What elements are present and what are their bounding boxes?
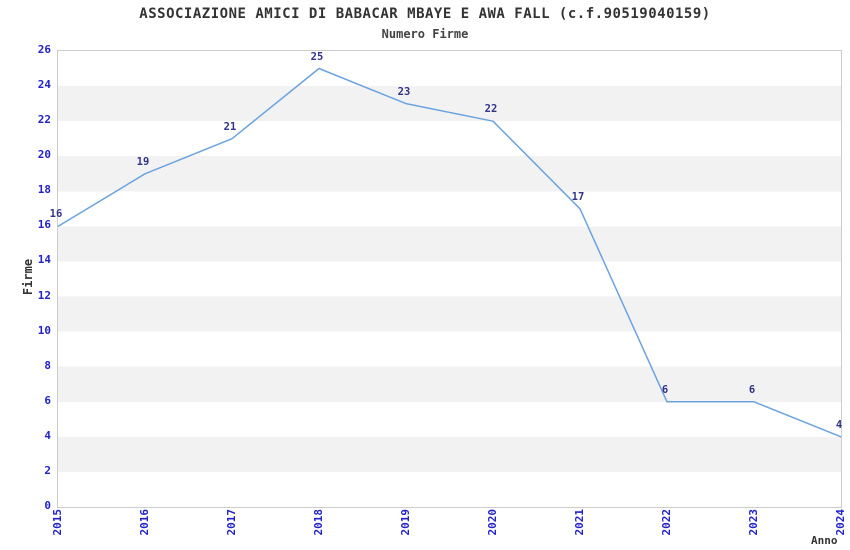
data-point-label: 16 xyxy=(49,208,63,221)
chart-subtitle: Numero Firme xyxy=(381,27,469,41)
y-tick-label: 12 xyxy=(37,288,51,302)
line-plot-svg xyxy=(58,67,841,438)
data-point-label: 25 xyxy=(310,50,324,63)
y-tick-label: 14 xyxy=(37,253,51,267)
data-point-label: 17 xyxy=(571,190,585,203)
plot-area xyxy=(57,50,842,508)
y-axis-title: Firme xyxy=(21,258,35,296)
data-point-label: 21 xyxy=(223,120,237,133)
data-point-label: 4 xyxy=(835,418,843,431)
y-tick-label: 16 xyxy=(37,218,51,232)
x-tick-label: 2020 xyxy=(485,509,499,536)
x-tick-label: 2023 xyxy=(746,509,760,536)
y-tick-label: 22 xyxy=(37,113,51,127)
x-tick-label: 2018 xyxy=(311,509,325,536)
y-tick-label: 0 xyxy=(44,499,51,512)
y-tick-label: 18 xyxy=(37,183,51,197)
chart-title: ASSOCIAZIONE AMICI DI BABACAR MBAYE E AW… xyxy=(139,6,711,22)
x-tick-label: 2021 xyxy=(572,509,586,536)
data-point-label: 6 xyxy=(661,383,669,396)
y-tick-label: 4 xyxy=(44,428,51,442)
y-tick-label: 26 xyxy=(37,43,51,56)
x-tick-label: 2022 xyxy=(659,509,673,536)
y-tick-label: 20 xyxy=(37,148,51,162)
data-point-label: 23 xyxy=(397,85,411,98)
x-tick-label: 2017 xyxy=(224,509,238,536)
x-tick-label: 2016 xyxy=(137,509,151,536)
x-axis-title: Anno xyxy=(811,534,838,547)
y-tick-label: 8 xyxy=(44,358,51,372)
data-point-label: 6 xyxy=(748,383,756,396)
data-point-label: 22 xyxy=(484,103,498,116)
data-point-label: 19 xyxy=(136,155,150,168)
y-tick-label: 6 xyxy=(44,393,51,407)
y-tick-label: 2 xyxy=(44,463,51,477)
data-line xyxy=(58,67,841,438)
y-tick-label: 10 xyxy=(37,323,51,337)
x-tick-label: 2015 xyxy=(50,509,64,536)
x-tick-label: 2019 xyxy=(398,509,412,536)
y-tick-label: 24 xyxy=(37,78,51,92)
